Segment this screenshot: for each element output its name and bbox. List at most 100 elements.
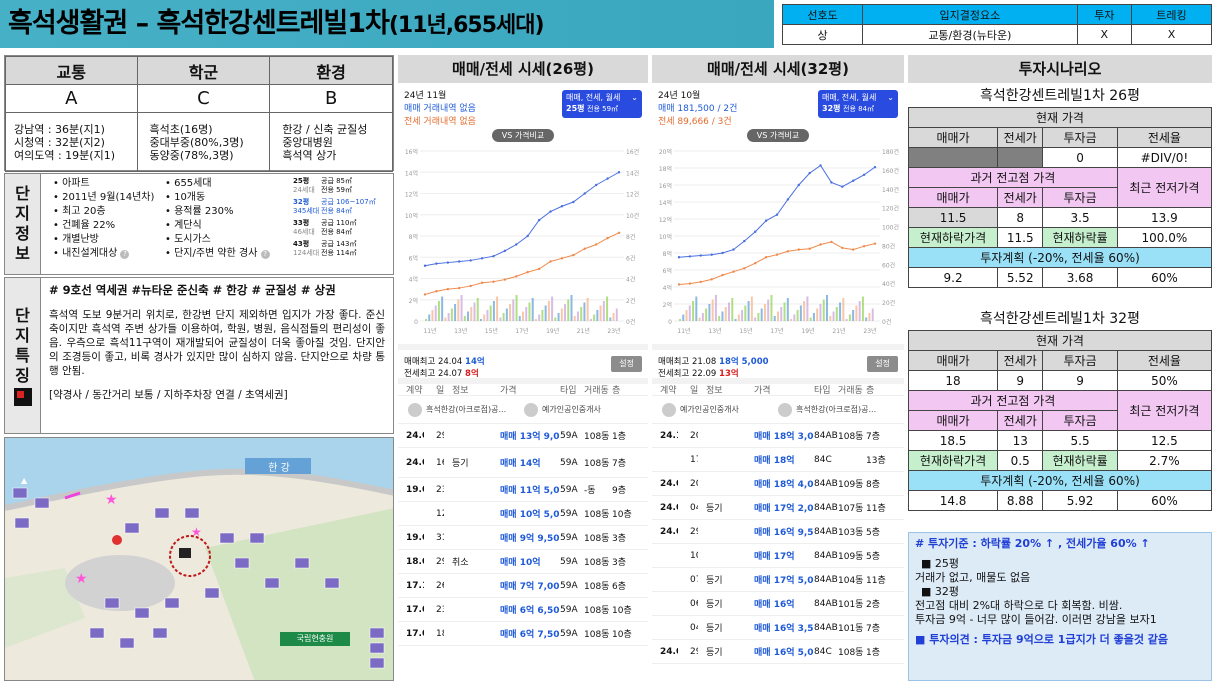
volume-bar bbox=[492, 301, 495, 321]
cell: 24.08 bbox=[660, 502, 678, 513]
cell: 12.5 bbox=[1116, 430, 1213, 451]
cell: 24.06 bbox=[406, 430, 424, 441]
rent-point bbox=[808, 247, 811, 250]
cell: 17 bbox=[690, 454, 698, 465]
cell: 26 bbox=[436, 580, 444, 591]
cell: 84AB bbox=[814, 622, 838, 633]
p32-max2v: 13억 bbox=[719, 369, 739, 379]
p32-chart: 20억 18억 16억 14억 12억 10억 8억 6억 4억 2억 0 180건 160건 140건 1… bbox=[659, 148, 899, 335]
cell: 과거 전고점 가격 bbox=[908, 167, 1118, 188]
cell: 16 bbox=[436, 457, 444, 468]
tick-label: 0 bbox=[414, 319, 418, 326]
type-sup: 공급 143㎡ bbox=[321, 240, 357, 248]
p26-type-select[interactable]: 매매, 전세, 월세 25평 전용 59㎡ ⌄ bbox=[562, 90, 642, 118]
sale-point bbox=[775, 213, 779, 216]
cell: 등기 bbox=[706, 624, 723, 634]
volume-bar bbox=[852, 310, 855, 321]
cell: 10층 bbox=[612, 606, 632, 616]
svg-text:★: ★ bbox=[191, 525, 202, 539]
help-icon[interactable]: ? bbox=[120, 250, 130, 259]
env-line: 한강 / 신축 균질성 bbox=[282, 122, 368, 136]
volume-bar bbox=[460, 295, 463, 321]
cell: 7층 bbox=[866, 432, 881, 442]
tick-label: 2억 bbox=[409, 297, 418, 305]
env-line: 중앙대병원 bbox=[282, 135, 333, 149]
rent-point bbox=[549, 260, 552, 263]
volume-bar bbox=[457, 299, 460, 321]
agent-name[interactable]: 예가인공인중개사 bbox=[542, 405, 601, 414]
page-title: 흑석생활권 – 흑석한강센트레빌1차(11년,655세대) bbox=[0, 0, 774, 48]
agent-name[interactable]: 예가인공인중개사 bbox=[680, 405, 739, 414]
table-row[interactable]: 07 등기 매매 17억 5,00084AB104동11층 bbox=[652, 568, 904, 592]
volume-bar bbox=[757, 313, 760, 321]
tick-label: 19년 bbox=[801, 327, 814, 335]
volume-bar bbox=[583, 302, 586, 321]
agent-name[interactable]: 흑석한강(아크로점)공... bbox=[796, 405, 877, 414]
school-line: 동양중(78%,3명) bbox=[149, 148, 234, 162]
table-row[interactable]: 04 등기 매매 16억 3,50084AB101동7층 bbox=[652, 616, 904, 640]
cell: 매매 9억 9,500 bbox=[500, 534, 560, 544]
p32-max1: 매매최고 21.08 bbox=[658, 357, 717, 367]
info-text: 655세대 bbox=[174, 178, 212, 189]
tick-label: 4억 bbox=[663, 284, 672, 292]
table-row[interactable]: 24.10 20 매매 18억 3,00084AB108동7층 bbox=[652, 424, 904, 448]
tick-label: 17년 bbox=[770, 327, 783, 335]
volume-bar bbox=[728, 302, 730, 321]
p26-select-py: 25평 bbox=[566, 104, 585, 113]
agent-name[interactable]: 흑석한강(아크로점)공... bbox=[426, 405, 507, 414]
p32-select-label: 매매, 전세, 월세 bbox=[822, 93, 877, 102]
info-item: • 건폐율 22% bbox=[53, 220, 116, 231]
table-row[interactable]: 24.08 04 등기 매매 17억 2,00084AB107동11층 bbox=[652, 496, 904, 520]
rent-point bbox=[583, 247, 586, 250]
volume-bar bbox=[570, 295, 573, 321]
cell: 13 bbox=[997, 430, 1044, 451]
map[interactable]: ▲ ★ ★ ★ 한 강 국립현충원 bbox=[4, 437, 394, 681]
volume-bar bbox=[747, 301, 750, 321]
cell: 9층 bbox=[612, 486, 627, 496]
cell: 7층 bbox=[866, 624, 881, 634]
volume-bar bbox=[602, 301, 605, 321]
volume-bar bbox=[596, 310, 599, 321]
p32-settings-button[interactable]: 설정 bbox=[867, 356, 898, 372]
col-h: 층 bbox=[612, 386, 621, 396]
tick-label: 15년 bbox=[485, 327, 498, 335]
cell: 등기 bbox=[706, 648, 723, 658]
school-detail: 흑석초(16명) 중대부중(80%,3명) 동양중(78%,3명) bbox=[136, 112, 271, 172]
help-icon[interactable]: ? bbox=[260, 250, 270, 259]
p32-type-select[interactable]: 매매, 전세, 월세 32평 전용 84㎡ ⌄ bbox=[818, 90, 898, 118]
cell: 59A bbox=[560, 604, 578, 615]
table-row[interactable]: 24.07 29 매매 16억 9,50084AB103동5층 bbox=[652, 520, 904, 544]
type-n: 46세대 bbox=[293, 228, 315, 236]
table-row[interactable]: 17 매매 18억 84C 13층 bbox=[652, 448, 904, 472]
p32-vs-button[interactable]: VS 가격비교 bbox=[746, 129, 810, 142]
cell: 59A bbox=[560, 508, 578, 519]
cell: 100.0% bbox=[1116, 227, 1213, 248]
cell: 5.52 bbox=[997, 267, 1044, 288]
cell: 84AB bbox=[814, 526, 838, 537]
type-row: 32평 345세대 공급 106~107㎡ 전용 84㎡ bbox=[293, 198, 393, 216]
cell: 84AB bbox=[814, 502, 838, 513]
cell: 1층 bbox=[612, 432, 627, 442]
table-row[interactable]: 24.09 20 매매 18억 4,00084AB109동8층 bbox=[652, 472, 904, 496]
cell: 매매 18억 4,000 bbox=[754, 480, 814, 490]
p26-settings-button[interactable]: 설정 bbox=[611, 356, 642, 372]
p26-vs-button[interactable]: VS 가격비교 bbox=[491, 129, 555, 142]
col-h: 가격 bbox=[500, 386, 517, 396]
sale-point bbox=[560, 205, 564, 208]
cell: 109동 bbox=[838, 552, 864, 562]
volume-bar bbox=[467, 311, 470, 321]
sale-point bbox=[710, 253, 713, 256]
